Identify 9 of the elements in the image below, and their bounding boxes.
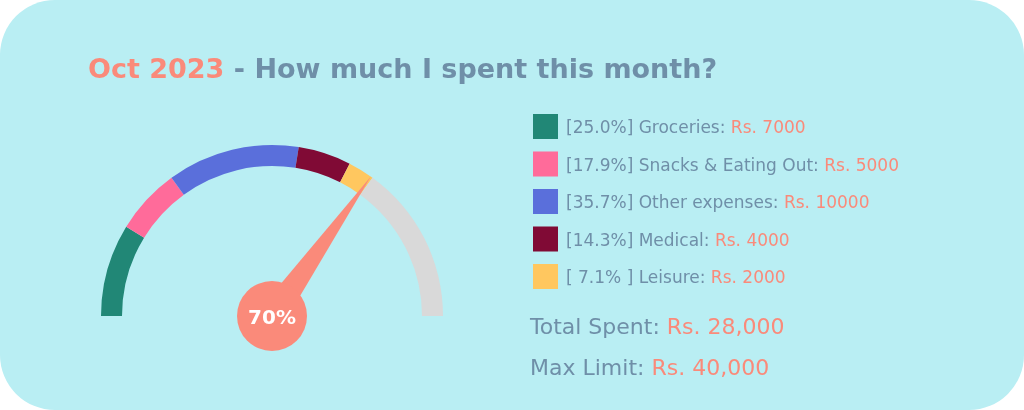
text: 70% <box>248 305 296 329</box>
legend-label: [14.3%] Medical: Rs. 4000 <box>566 229 790 250</box>
legend-label: [ 7.1% ] Leisure: Rs. 2000 <box>566 267 786 287</box>
text: Max Limit: Rs. 40,000 <box>530 355 770 380</box>
legend-label: [35.7%] Other expenses: Rs. 10000 <box>566 192 870 212</box>
legend-label: [17.9%] Snacks & Eating Out: Rs. 5000 <box>566 154 899 175</box>
text: Total Spent: Rs. 28,000 <box>529 314 785 339</box>
chart-title: Oct 2023 - How much I spent this month? <box>88 53 718 84</box>
legend-label: [25.0%] Groceries: Rs. 7000 <box>566 117 806 137</box>
